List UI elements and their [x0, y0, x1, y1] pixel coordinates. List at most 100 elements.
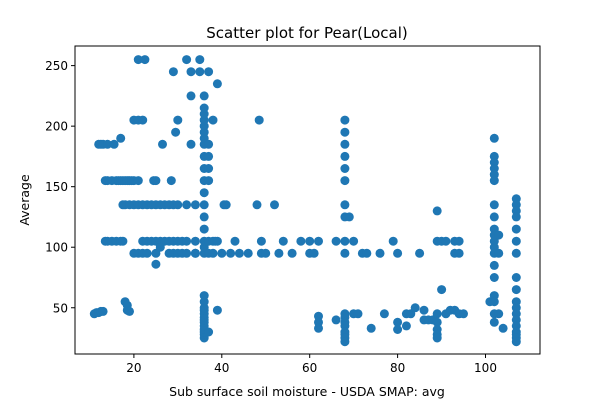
- y-tick-label: 250: [45, 59, 68, 73]
- scatter-point: [511, 236, 521, 246]
- scatter-point: [340, 248, 350, 258]
- scatter-point: [388, 236, 398, 246]
- scatter-point: [195, 55, 205, 65]
- scatter-point: [199, 212, 209, 222]
- scatter-point: [511, 212, 521, 222]
- points-layer: [89, 55, 521, 347]
- scatter-point: [415, 248, 425, 258]
- scatter-point: [190, 236, 200, 246]
- scatter-point: [340, 236, 350, 246]
- scatter-point: [393, 325, 403, 334]
- scatter-point: [498, 323, 508, 333]
- scatter-point: [511, 224, 521, 234]
- scatter-point: [489, 297, 499, 307]
- scatter-point: [199, 188, 209, 198]
- scatter-point: [340, 164, 350, 173]
- scatter-point: [254, 115, 264, 125]
- scatter-point: [340, 200, 350, 210]
- scatter-point: [344, 212, 354, 222]
- plot-frame: [74, 45, 541, 355]
- y-axis-ticks: 50 100 150 200 250: [45, 59, 75, 315]
- x-tick-label: 40: [214, 361, 229, 375]
- y-tick-label: 50: [53, 301, 68, 315]
- scatter-point: [489, 133, 499, 143]
- scatter-point: [511, 285, 521, 295]
- chart-title: Scatter plot for Pear(Local): [206, 24, 407, 42]
- scatter-point: [454, 236, 464, 246]
- scatter-point: [270, 200, 279, 210]
- scatter-point: [212, 305, 222, 315]
- scatter-point: [109, 139, 119, 149]
- x-axis-ticks: 20 40 60 80 100: [126, 354, 497, 375]
- scatter-point: [199, 224, 209, 234]
- scatter-point: [489, 212, 499, 222]
- scatter-point: [133, 55, 143, 65]
- scatter-point: [155, 242, 165, 252]
- scatter-point: [182, 200, 192, 210]
- x-tick-label: 20: [126, 361, 141, 375]
- scatter-point: [173, 200, 183, 210]
- scatter-point: [419, 305, 429, 315]
- scatter-point: [199, 291, 209, 301]
- y-tick-label: 150: [45, 180, 68, 194]
- scatter-point: [138, 115, 148, 125]
- scatter-point: [204, 327, 214, 337]
- scatter-point: [353, 309, 363, 319]
- scatter-point: [261, 248, 271, 258]
- scatter-point: [208, 248, 218, 258]
- y-axis-label: Average: [17, 174, 32, 226]
- scatter-point: [340, 176, 350, 186]
- scatter-point: [489, 317, 499, 327]
- scatter-point: [393, 317, 403, 327]
- scatter-point: [305, 236, 315, 246]
- scatter-point: [151, 259, 161, 269]
- scatter-point: [199, 200, 209, 210]
- x-tick-label: 80: [390, 361, 405, 375]
- scatter-point: [221, 200, 231, 210]
- scatter-point: [274, 248, 284, 258]
- scatter-point: [256, 236, 266, 246]
- scatter-point: [314, 323, 323, 333]
- scatter-point: [494, 230, 504, 240]
- scatter-point: [432, 309, 442, 319]
- scatter-point: [340, 127, 350, 137]
- scatter-point: [511, 273, 521, 282]
- scatter-point: [195, 67, 205, 77]
- scatter-point: [158, 139, 167, 149]
- scatter-point: [118, 236, 128, 246]
- scatter-point: [103, 139, 112, 149]
- scatter-point: [379, 309, 389, 319]
- scatter-point: [204, 176, 214, 186]
- scatter-point: [182, 248, 192, 258]
- scatter-point: [133, 176, 143, 186]
- scatter-point: [212, 79, 222, 89]
- scatter-point: [331, 315, 341, 325]
- scatter-point: [182, 55, 192, 65]
- scatter-point: [182, 236, 192, 246]
- scatter-point: [168, 67, 178, 77]
- x-tick-label: 100: [474, 361, 497, 375]
- scatter-point: [340, 139, 350, 149]
- scatter-point: [98, 306, 108, 316]
- scatter-point: [296, 236, 306, 246]
- scatter-point: [243, 248, 253, 258]
- scatter-point: [142, 248, 152, 258]
- x-tick-label: 60: [302, 361, 317, 375]
- scatter-point: [199, 91, 209, 101]
- scatter-point: [489, 273, 499, 282]
- scatter-point: [226, 248, 236, 258]
- scatter-point: [186, 67, 196, 77]
- scatter-point: [489, 260, 499, 270]
- scatter-point: [309, 248, 319, 258]
- scatter-point: [366, 323, 376, 333]
- scatter-point: [441, 236, 451, 246]
- scatter-point: [340, 151, 350, 161]
- scatter-point: [199, 103, 209, 113]
- scatter-point: [166, 176, 176, 186]
- y-tick-label: 200: [45, 120, 68, 134]
- scatter-point: [278, 236, 288, 246]
- y-tick-label: 100: [45, 241, 68, 255]
- scatter-point: [204, 151, 214, 161]
